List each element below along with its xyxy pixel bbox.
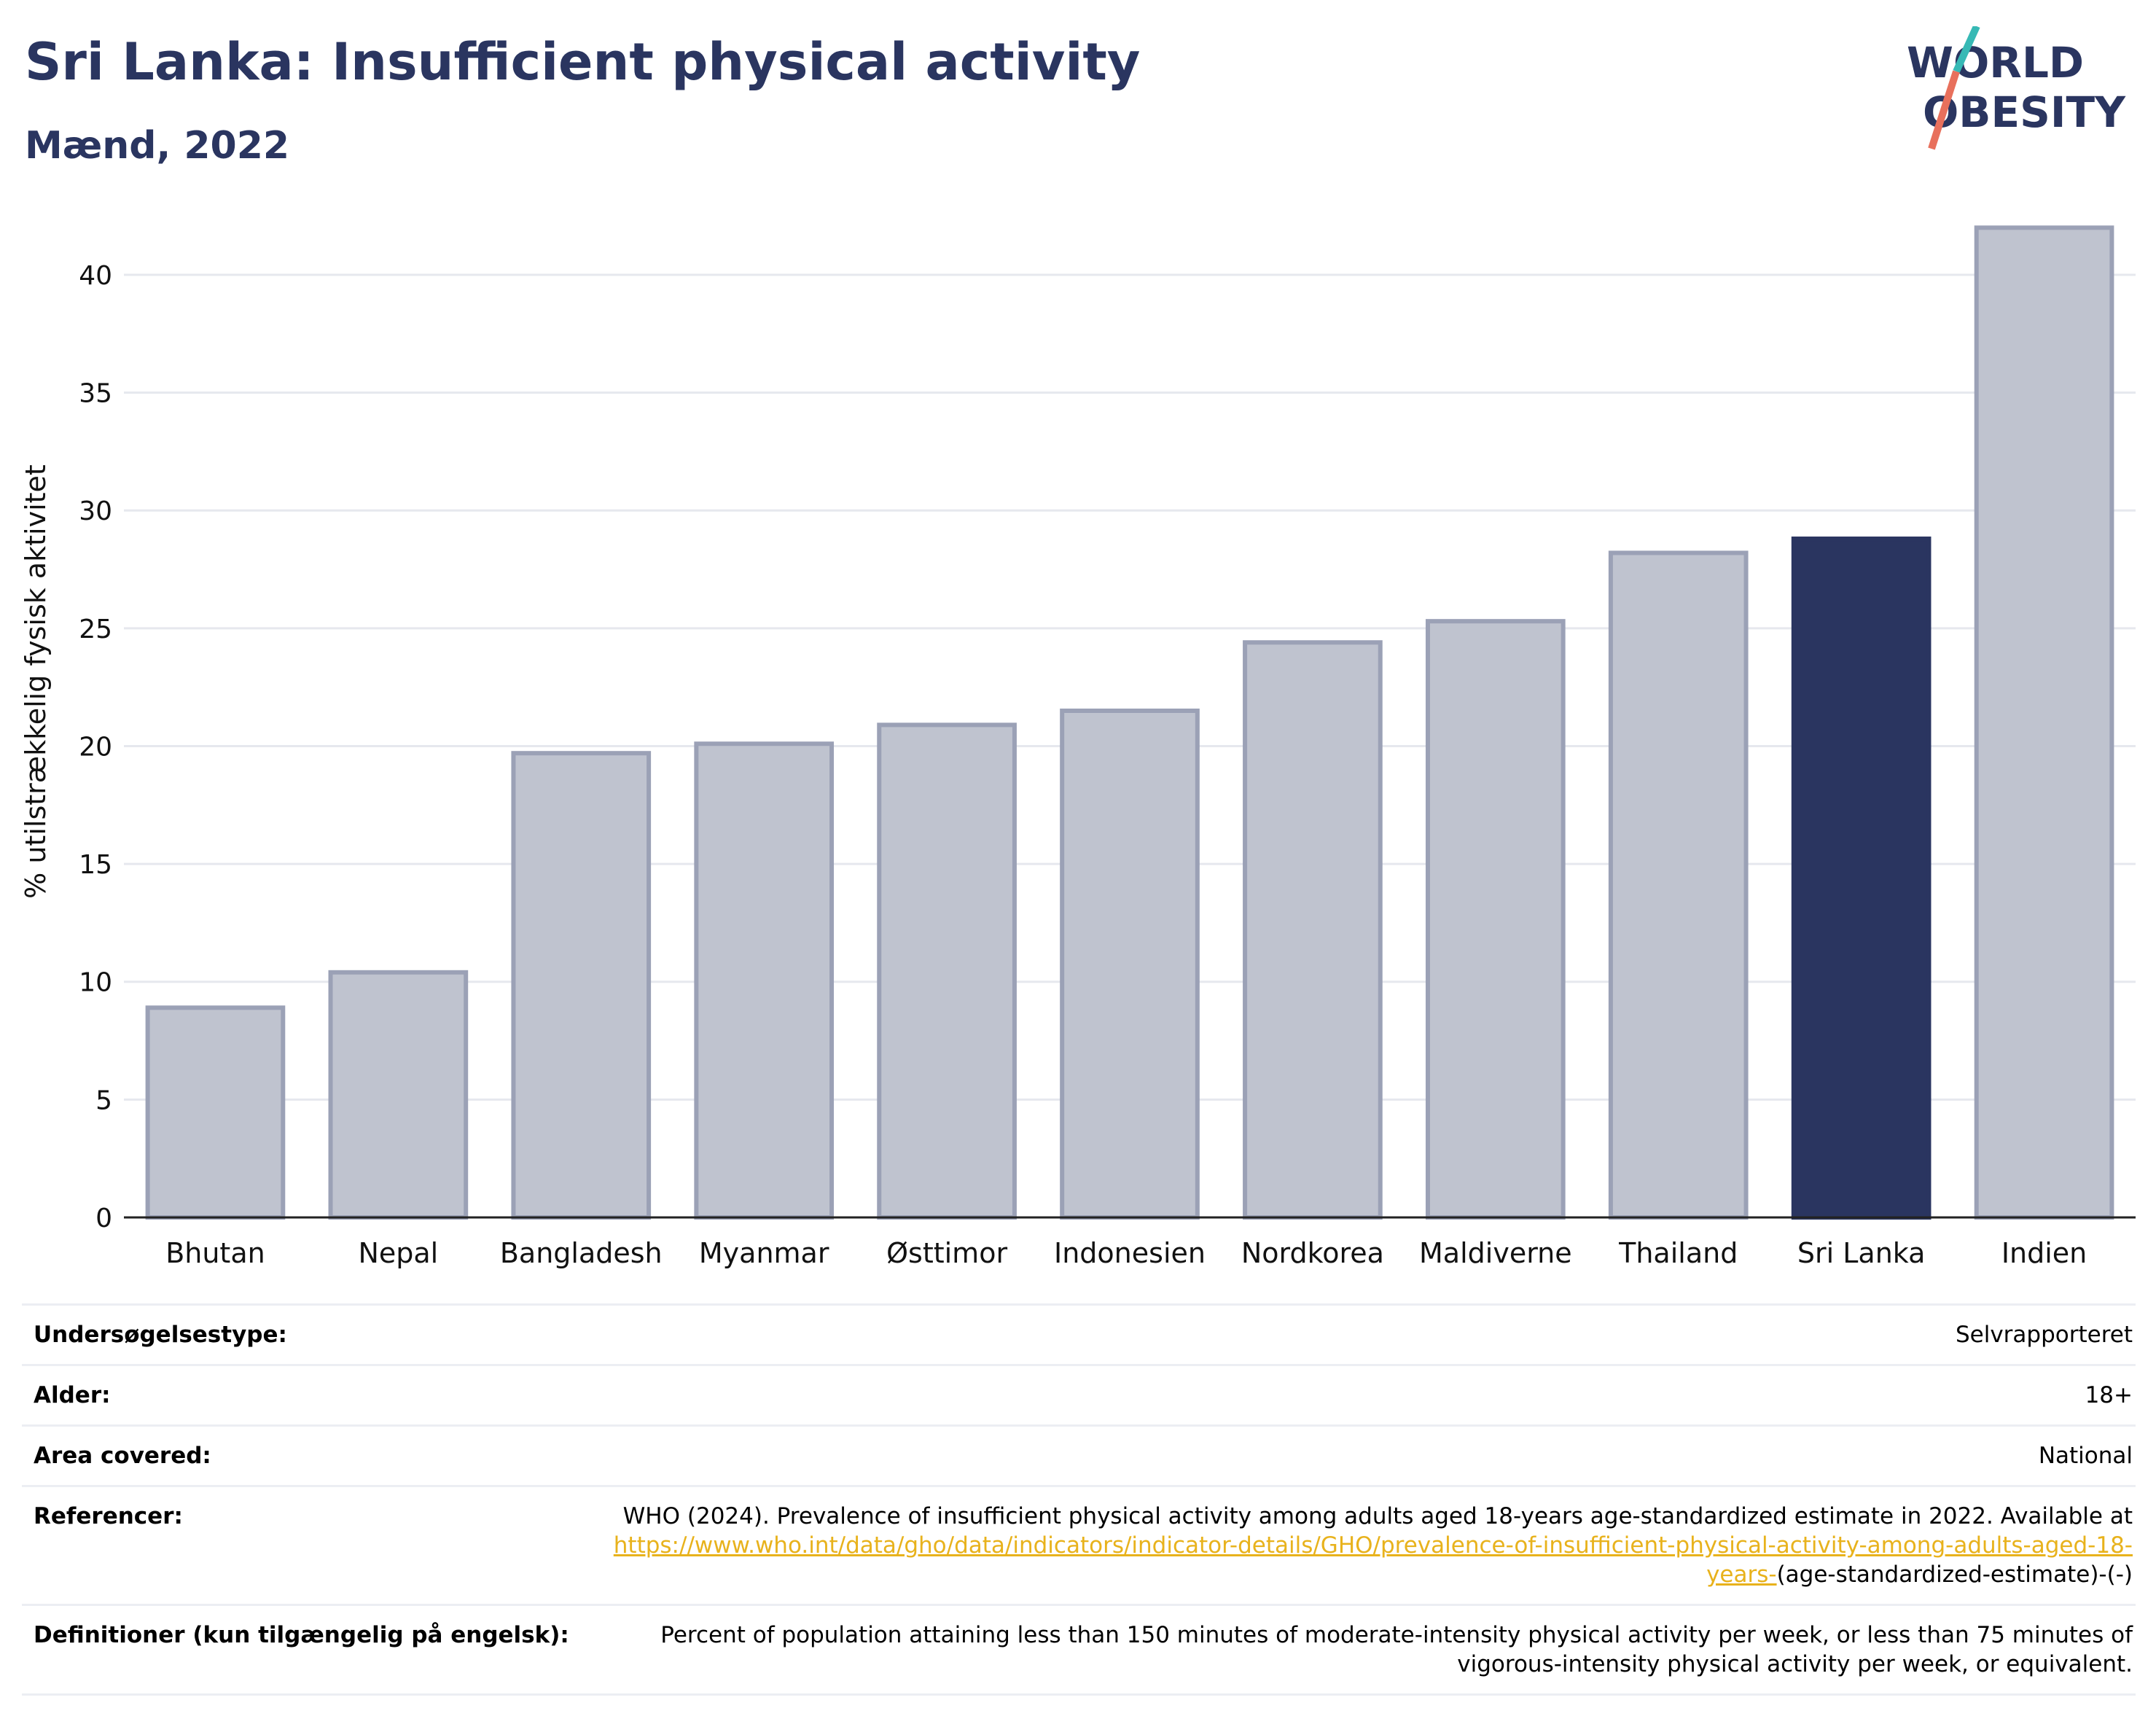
definitions-label: Definitioner (kun tilgængelig på engelsk… <box>34 1622 569 1648</box>
bar-maldiverne <box>1425 619 1566 1220</box>
bar-nepal <box>328 970 469 1220</box>
definitions-value: Percent of population attaining less tha… <box>660 1622 2133 1677</box>
x-tick-label: Bangladesh <box>500 1237 663 1269</box>
y-tick-label: 15 <box>79 850 112 880</box>
y-tick-label: 35 <box>79 379 112 409</box>
age-value: 18+ <box>2085 1382 2133 1408</box>
info-row-area: Area covered: National <box>22 1424 2136 1485</box>
x-tick-label: Myanmar <box>699 1237 829 1269</box>
references-label: Referencer: <box>34 1503 183 1529</box>
x-tick-label: Sri Lanka <box>1797 1237 1926 1269</box>
y-tick-label: 25 <box>79 615 112 644</box>
age-label: Alder: <box>34 1382 111 1408</box>
y-tick-label: 5 <box>95 1085 112 1115</box>
area-value: National <box>2038 1443 2133 1469</box>
bar-indien <box>1974 225 2114 1220</box>
bar-chart: 0 5 10 15 20 25 30 35 40 Bhutan Nepal Bangladesh My… <box>20 225 2136 1269</box>
references-link[interactable]: https://www.who.int/data/gho/data/indica… <box>613 1532 2133 1588</box>
y-tick-label: 40 <box>79 261 112 291</box>
x-tick-label: Bhutan <box>165 1237 265 1269</box>
x-tick-label: Maldiverne <box>1419 1237 1572 1269</box>
info-row-definitions: Definitioner (kun tilgængelig på engelsk… <box>22 1604 2136 1696</box>
chart-title: Sri Lanka: Insufficient physical activit… <box>25 32 1141 92</box>
info-table: Undersøgelsestype: Selvrapporteret Alder… <box>22 1303 2136 1696</box>
info-row-references: Referencer: WHO (2024). Prevalence of in… <box>22 1485 2136 1604</box>
chart-subtitle: Mænd, 2022 <box>25 124 290 168</box>
logo-word-world: WORLD <box>1907 38 2084 87</box>
area-label: Area covered: <box>34 1443 211 1469</box>
x-tick-labels: Bhutan Nepal Bangladesh Myanmar Østtimor Indo… <box>165 1237 2087 1269</box>
bar-nordkorea <box>1243 640 1383 1220</box>
y-tick-label: 30 <box>79 496 112 526</box>
y-tick-label: 0 <box>95 1204 112 1233</box>
bar-sri-lanka <box>1791 537 1932 1220</box>
survey-type-value: Selvrapporteret <box>1955 1322 2133 1348</box>
references-suffix: (age-standardized-estimate)-(-) <box>1776 1562 2133 1588</box>
x-tick-label: Thailand <box>1618 1237 1738 1269</box>
bar-bhutan <box>145 1005 286 1220</box>
info-row-survey-type: Undersøgelsestype: Selvrapporteret <box>22 1303 2136 1364</box>
x-tick-label: Indien <box>2001 1237 2087 1269</box>
bars <box>145 225 2114 1220</box>
logo-slash-top <box>1953 26 1980 74</box>
references-text: WHO (2024). Prevalence of insufficient p… <box>622 1503 2133 1529</box>
logo-slash-bottom <box>1928 70 1960 150</box>
bar-thailand <box>1608 550 1749 1220</box>
references-value: WHO (2024). Prevalence of insufficient p… <box>566 1502 2133 1589</box>
survey-type-label: Undersøgelsestype: <box>34 1322 287 1348</box>
x-tick-label: Nepal <box>358 1237 438 1269</box>
y-tick-label: 10 <box>79 968 112 998</box>
bar-indonesien <box>1060 709 1200 1220</box>
bar-østtimor <box>877 722 1017 1220</box>
x-tick-label: Indonesien <box>1054 1237 1206 1269</box>
x-tick-label: Nordkorea <box>1241 1237 1384 1269</box>
y-axis-label: % utilstrækkelig fysisk aktivitet <box>20 464 52 899</box>
bar-myanmar <box>694 741 835 1220</box>
bar-bangladesh <box>511 751 652 1220</box>
y-tick-label: 20 <box>79 732 112 762</box>
world-obesity-logo: WORLD OBESITY <box>1907 26 2126 150</box>
x-tick-label: Østtimor <box>886 1237 1007 1269</box>
y-tick-labels: 0 5 10 15 20 25 30 35 40 <box>79 261 112 1233</box>
info-row-age: Alder: 18+ <box>22 1364 2136 1424</box>
logo-word-obesity: OBESITY <box>1923 87 2126 137</box>
